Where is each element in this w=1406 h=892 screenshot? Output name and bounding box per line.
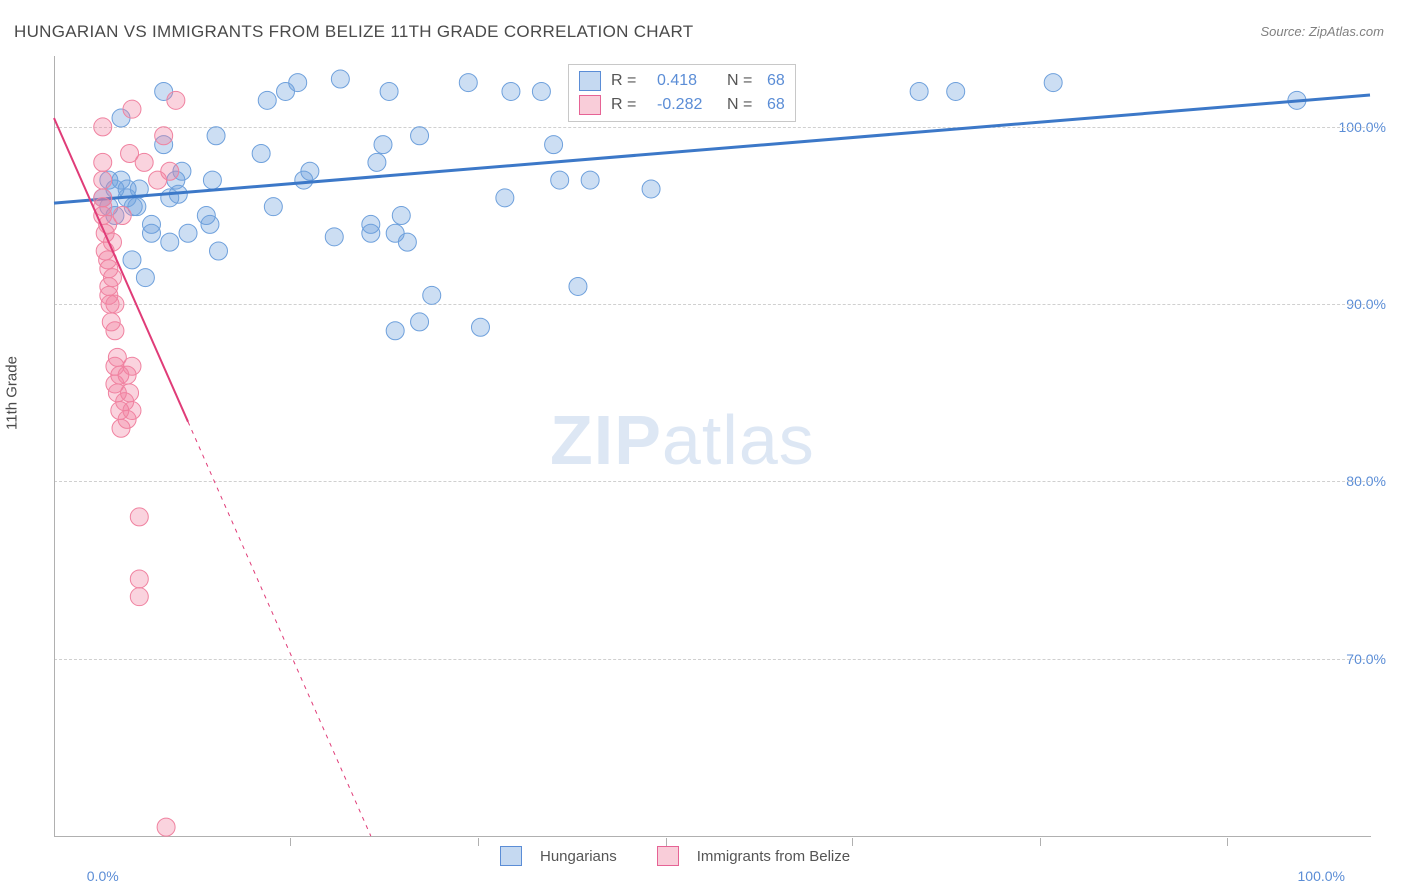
x-tick-label: 100.0% — [1298, 868, 1345, 884]
scatter-point — [386, 322, 404, 340]
y-axis-label: 11th Grade — [4, 356, 21, 430]
correlation-legend: R = 0.418 N = 68 R = -0.282 N = 68 — [568, 64, 796, 122]
swatch-pink — [579, 95, 601, 115]
scatter-point — [581, 171, 599, 189]
scatter-point — [289, 74, 307, 92]
scatter-point — [374, 136, 392, 154]
scatter-point — [142, 215, 160, 233]
scatter-point — [123, 357, 141, 375]
source-prefix: Source: — [1260, 24, 1308, 39]
scatter-point — [179, 224, 197, 242]
scatter-point — [123, 251, 141, 269]
scatter-point — [123, 100, 141, 118]
scatter-point — [325, 228, 343, 246]
scatter-point — [252, 145, 270, 163]
source-attribution: Source: ZipAtlas.com — [1260, 24, 1384, 39]
scatter-point — [157, 818, 175, 836]
scatter-point — [203, 171, 221, 189]
scatter-point — [471, 318, 489, 336]
scatter-point — [423, 286, 441, 304]
swatch-blue — [500, 846, 522, 866]
scatter-point — [167, 91, 185, 109]
series-legend: Hungarians Immigrants from Belize — [500, 846, 850, 866]
n-label: N = — [727, 96, 767, 114]
scatter-point — [545, 136, 563, 154]
scatter-point — [210, 242, 228, 260]
scatter-point — [130, 570, 148, 588]
scatter-point — [106, 295, 124, 313]
scatter-point — [94, 118, 112, 136]
scatter-point — [368, 153, 386, 171]
scatter-point — [207, 127, 225, 145]
legend-row-blue: R = 0.418 N = 68 — [579, 69, 785, 93]
x-minor-tick — [1227, 838, 1228, 846]
scatter-point — [94, 171, 112, 189]
scatter-point — [331, 70, 349, 88]
x-minor-tick — [852, 838, 853, 846]
legend-item-hungarians: Hungarians — [500, 846, 617, 866]
scatter-point — [569, 277, 587, 295]
scatter-point — [258, 91, 276, 109]
r-value: -0.282 — [657, 96, 727, 114]
legend-item-belize: Immigrants from Belize — [657, 846, 850, 866]
x-tick-label: 0.0% — [87, 868, 119, 884]
scatter-point — [411, 127, 429, 145]
scatter-point — [398, 233, 416, 251]
swatch-blue — [579, 71, 601, 91]
plot-area — [54, 56, 1370, 836]
scatter-point — [135, 153, 153, 171]
scatter-point — [1044, 74, 1062, 92]
scatter-point — [130, 508, 148, 526]
chart-container: HUNGARIAN VS IMMIGRANTS FROM BELIZE 11TH… — [0, 0, 1406, 892]
scatter-point — [161, 162, 179, 180]
x-minor-tick — [1040, 838, 1041, 846]
n-value: 68 — [767, 72, 785, 90]
n-value: 68 — [767, 96, 785, 114]
chart-title: HUNGARIAN VS IMMIGRANTS FROM BELIZE 11TH… — [14, 22, 693, 42]
legend-label: Immigrants from Belize — [697, 848, 850, 865]
scatter-point — [301, 162, 319, 180]
scatter-point — [380, 82, 398, 100]
scatter-point — [130, 588, 148, 606]
scatter-point — [161, 233, 179, 251]
trend-line-dashed — [188, 422, 371, 836]
scatter-point — [121, 384, 139, 402]
source-name: ZipAtlas.com — [1309, 24, 1384, 39]
scatter-point — [947, 82, 965, 100]
scatter-point — [201, 215, 219, 233]
scatter-point — [532, 82, 550, 100]
scatter-point — [910, 82, 928, 100]
legend-row-pink: R = -0.282 N = 68 — [579, 93, 785, 117]
scatter-point — [502, 82, 520, 100]
x-minor-tick — [666, 838, 667, 846]
scatter-point — [551, 171, 569, 189]
scatter-point — [155, 127, 173, 145]
scatter-point — [94, 153, 112, 171]
scatter-point — [459, 74, 477, 92]
scatter-point — [496, 189, 514, 207]
scatter-point — [103, 269, 121, 287]
swatch-pink — [657, 846, 679, 866]
scatter-point — [113, 207, 131, 225]
n-label: N = — [727, 72, 767, 90]
scatter-point — [264, 198, 282, 216]
legend-label: Hungarians — [540, 848, 617, 865]
scatter-point — [106, 322, 124, 340]
scatter-point — [411, 313, 429, 331]
r-label: R = — [611, 96, 657, 114]
scatter-point — [392, 207, 410, 225]
scatter-point — [362, 224, 380, 242]
scatter-point — [123, 402, 141, 420]
scatter-point — [642, 180, 660, 198]
x-minor-tick — [478, 838, 479, 846]
scatter-point — [136, 269, 154, 287]
r-label: R = — [611, 72, 657, 90]
r-value: 0.418 — [657, 72, 727, 90]
x-minor-tick — [290, 838, 291, 846]
